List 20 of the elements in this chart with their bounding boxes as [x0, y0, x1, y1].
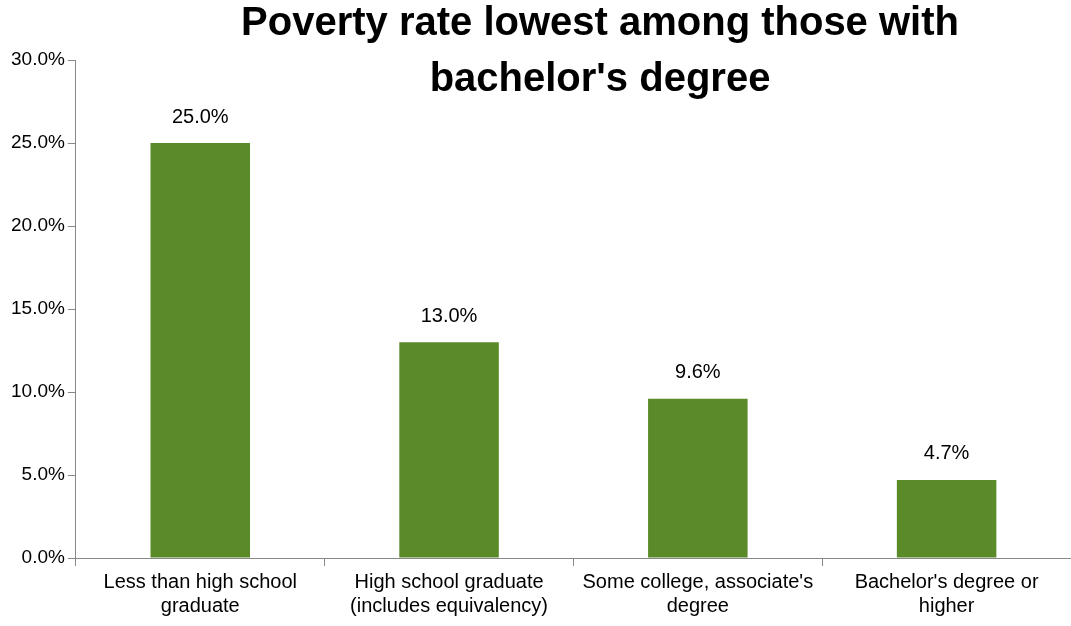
chart-title: Poverty rate lowest among those with bachelor's degree [241, 0, 959, 100]
y-tick-label: 20.0% [11, 214, 65, 236]
x-tick-label: High school graduate (includes equivalency) [350, 569, 548, 616]
y-tick-label: 5.0% [21, 463, 65, 485]
data-label: 9.6% [675, 360, 721, 383]
bar [648, 398, 748, 558]
bar [399, 342, 499, 558]
y-tick-label: 30.0% [11, 48, 65, 70]
x-tick-label: Bachelor's degree or higher [854, 569, 1039, 616]
data-label: 25.0% [171, 104, 229, 127]
y-tick-label: 25.0% [11, 131, 65, 153]
bar [150, 143, 251, 558]
y-tick-label: 0.0% [21, 546, 65, 568]
data-label: 13.0% [420, 303, 478, 326]
x-tick-label: Less than high school graduate [103, 569, 297, 616]
data-label: 4.7% [923, 441, 970, 464]
x-tick-label: Some college, associate's degree [582, 569, 814, 616]
y-tick-label: 15.0% [11, 297, 65, 319]
bar [896, 479, 997, 558]
y-tick-label: 10.0% [11, 380, 65, 402]
